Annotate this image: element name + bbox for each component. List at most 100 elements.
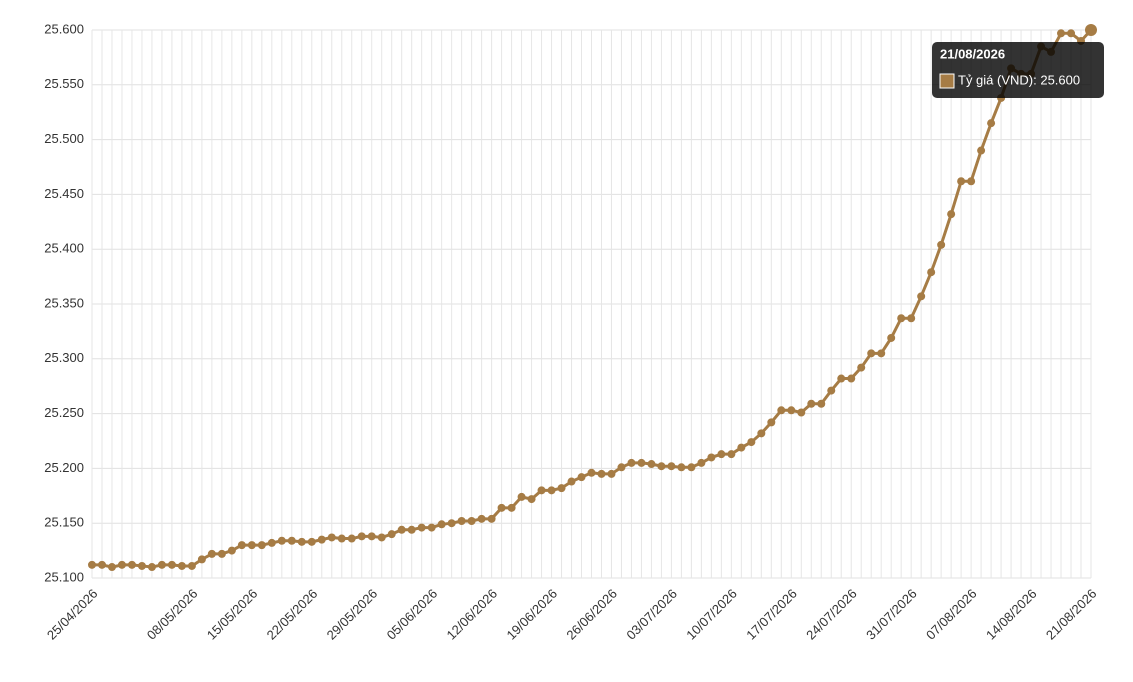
point: [917, 292, 926, 301]
x-tick-label: 10/07/2026: [683, 586, 740, 643]
point: [327, 533, 336, 542]
y-tick-label: 25.350: [44, 295, 84, 310]
point: [127, 560, 136, 569]
point: [967, 177, 976, 186]
tooltip: 21/08/2026 Tỷ giá (VND): 25.600: [932, 42, 1104, 98]
x-tick-label: 22/05/2026: [264, 586, 321, 643]
x-tick-label: 05/06/2026: [384, 586, 441, 643]
point: [267, 538, 276, 547]
point: [547, 486, 556, 495]
point: [677, 463, 686, 472]
point: [797, 408, 806, 417]
point: [707, 453, 716, 462]
point: [727, 450, 736, 459]
tooltip-swatch: [939, 73, 955, 89]
x-tick-label: 14/08/2026: [983, 586, 1040, 643]
point: [187, 561, 196, 570]
point: [937, 240, 946, 249]
tooltip-title: 21/08/2026: [940, 46, 1005, 61]
point: [827, 386, 836, 395]
point: [857, 363, 866, 372]
grid: 25.100 25.150 25.200 25.250 25.300 25.350 25.4…: [44, 21, 1100, 642]
x-tick-label: 24/07/2026: [803, 586, 860, 643]
point: [557, 484, 566, 493]
point: [97, 560, 106, 569]
x-tick-label: 12/06/2026: [444, 586, 501, 643]
x-tick-label: 25/04/2026: [44, 586, 101, 643]
point: [447, 519, 456, 528]
point: [357, 532, 366, 541]
point: [347, 534, 356, 543]
point: [627, 458, 636, 467]
point: [297, 537, 306, 546]
y-tick-label: 25.150: [44, 515, 84, 530]
point: [887, 333, 896, 342]
point: [687, 463, 696, 472]
x-tick-label: 07/08/2026: [923, 586, 980, 643]
point: [907, 314, 916, 323]
point: [217, 549, 226, 558]
point: [737, 443, 746, 452]
y-tick-label: 25.600: [44, 21, 84, 36]
point: [117, 560, 126, 569]
point: [767, 418, 776, 427]
point: [567, 477, 576, 486]
point: [367, 532, 376, 541]
point: [667, 462, 676, 471]
point: [1057, 29, 1066, 38]
x-tick-label: 08/05/2026: [144, 586, 201, 643]
point: [317, 535, 326, 544]
point: [377, 533, 386, 542]
point: [787, 406, 796, 415]
y-tick-label: 25.450: [44, 186, 84, 201]
y-tick-label: 25.500: [44, 131, 84, 146]
point: [607, 469, 616, 478]
point: [577, 473, 586, 482]
point: [877, 349, 886, 358]
point: [437, 520, 446, 529]
point: [807, 399, 816, 408]
x-tick-label: 31/07/2026: [863, 586, 920, 643]
point: [837, 374, 846, 383]
point: [397, 525, 406, 534]
point: [307, 537, 316, 546]
point: [247, 541, 256, 550]
point: [237, 541, 246, 550]
y-tick-label: 25.400: [44, 241, 84, 256]
tooltip-text: Tỷ giá (VND): 25.600: [958, 72, 1080, 87]
point: [527, 495, 536, 504]
point: [867, 349, 876, 358]
x-tick-label: 21/08/2026: [1043, 586, 1100, 643]
point: [147, 563, 156, 572]
point: [107, 563, 116, 572]
y-tick-label: 25.200: [44, 460, 84, 475]
x-tick-label: 19/06/2026: [503, 586, 560, 643]
point: [957, 177, 966, 186]
point: [207, 549, 216, 558]
y-tick-label: 25.250: [44, 405, 84, 420]
point: [817, 399, 826, 408]
tooltip-box: [932, 42, 1104, 98]
point: [277, 536, 286, 545]
y-tick-label: 25.100: [44, 569, 84, 584]
point: [657, 462, 666, 471]
point: [467, 517, 476, 526]
point: [1067, 29, 1076, 38]
point: [167, 560, 176, 569]
point: [407, 525, 416, 534]
point: [387, 530, 396, 539]
point: [987, 119, 996, 128]
y-tick-label: 25.300: [44, 350, 84, 365]
x-tick-label: 29/05/2026: [324, 586, 381, 643]
point: [717, 450, 726, 459]
point: [427, 523, 436, 532]
point: [88, 560, 96, 569]
y-tick-label: 25.550: [44, 76, 84, 91]
x-tick-label: 17/07/2026: [743, 586, 800, 643]
point: [647, 460, 656, 469]
point: [637, 458, 646, 467]
point: [257, 541, 266, 550]
point: [417, 523, 426, 532]
point: [977, 146, 986, 155]
